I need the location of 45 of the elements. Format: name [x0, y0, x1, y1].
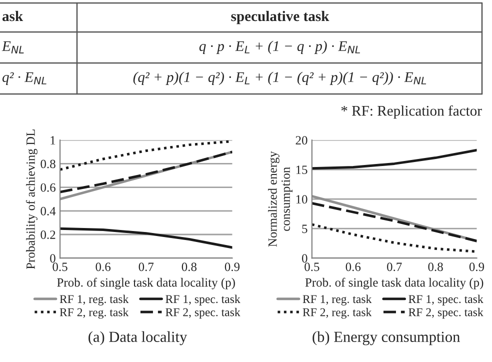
x-axis-title: Prob. of single task data locality (p): [57, 278, 235, 290]
x-axis-title: Prob. of single task data locality (p): [305, 278, 484, 290]
text: (q² + p)(1 − q²) · E$_{L}$ + (1 − (q² + p)(1 − q²)) · E$_{NL}$: [133, 72, 426, 86]
y-tick-label: 0: [50, 254, 56, 263]
y-tick-label: 0.2: [40, 230, 56, 240]
legend-label: RF 1, reg. task: [60, 294, 129, 306]
y-tick-label: 20: [296, 136, 308, 145]
x-tick-label: 0.5: [52, 262, 68, 272]
text: (a) Data locality: [88, 331, 188, 346]
legend-label: RF 2, spec. task: [408, 308, 484, 319]
line-series: [312, 148, 477, 170]
y-tick-label: 0: [302, 254, 308, 263]
x-tick-label: 0.9: [224, 262, 240, 272]
y-tick-label: 0.8: [40, 160, 56, 168]
x-tick-label: 0.6: [346, 262, 361, 272]
legend-label: RF 1, spec. task: [408, 294, 484, 306]
x-tick-label: 0.7: [138, 262, 154, 272]
text: * RF: Replication factor: [341, 105, 482, 119]
y-axis-title: Probability of achieving DL: [26, 130, 38, 270]
x-tick-label: 0.6: [96, 262, 111, 272]
x-tick-label: 0.8: [428, 262, 443, 272]
text: q² · E$_{NL}$: [2, 72, 46, 85]
y-tick-label: 15: [296, 166, 308, 174]
legend-label: RF 1, spec. task: [166, 294, 240, 306]
x-tick-label: 0.9: [469, 262, 484, 272]
text: speculative task: [231, 10, 330, 24]
text: q · p · E$_{L}$ + (1 − q · p) · E$_{NL}$: [199, 40, 360, 54]
y-tick-label: 5: [302, 224, 308, 234]
x-tick-label: 0.5: [304, 262, 320, 272]
legend-label: RF 2, reg. task: [60, 308, 129, 319]
text: E$_{NL}$: [2, 41, 24, 54]
y-tick-label: 0.6: [40, 183, 56, 192]
text: ask: [2, 10, 24, 22]
legend-label: RF 1, reg. task: [302, 294, 372, 306]
y-tick-label: 10: [296, 195, 308, 204]
y-axis-title: Normalized energy consumption: [268, 151, 292, 247]
y-tick-label: 1: [50, 136, 56, 144]
text: (b) Energy consumption: [312, 331, 460, 346]
legend-label: RF 2, reg. task: [302, 308, 372, 319]
x-tick-label: 0.8: [182, 262, 197, 272]
y-tick-label: 0.4: [40, 206, 56, 216]
x-tick-label: 0.7: [387, 262, 402, 272]
line-series: [312, 223, 477, 253]
line-series: [60, 227, 232, 249]
legend-label: RF 2, spec. task: [166, 308, 240, 319]
